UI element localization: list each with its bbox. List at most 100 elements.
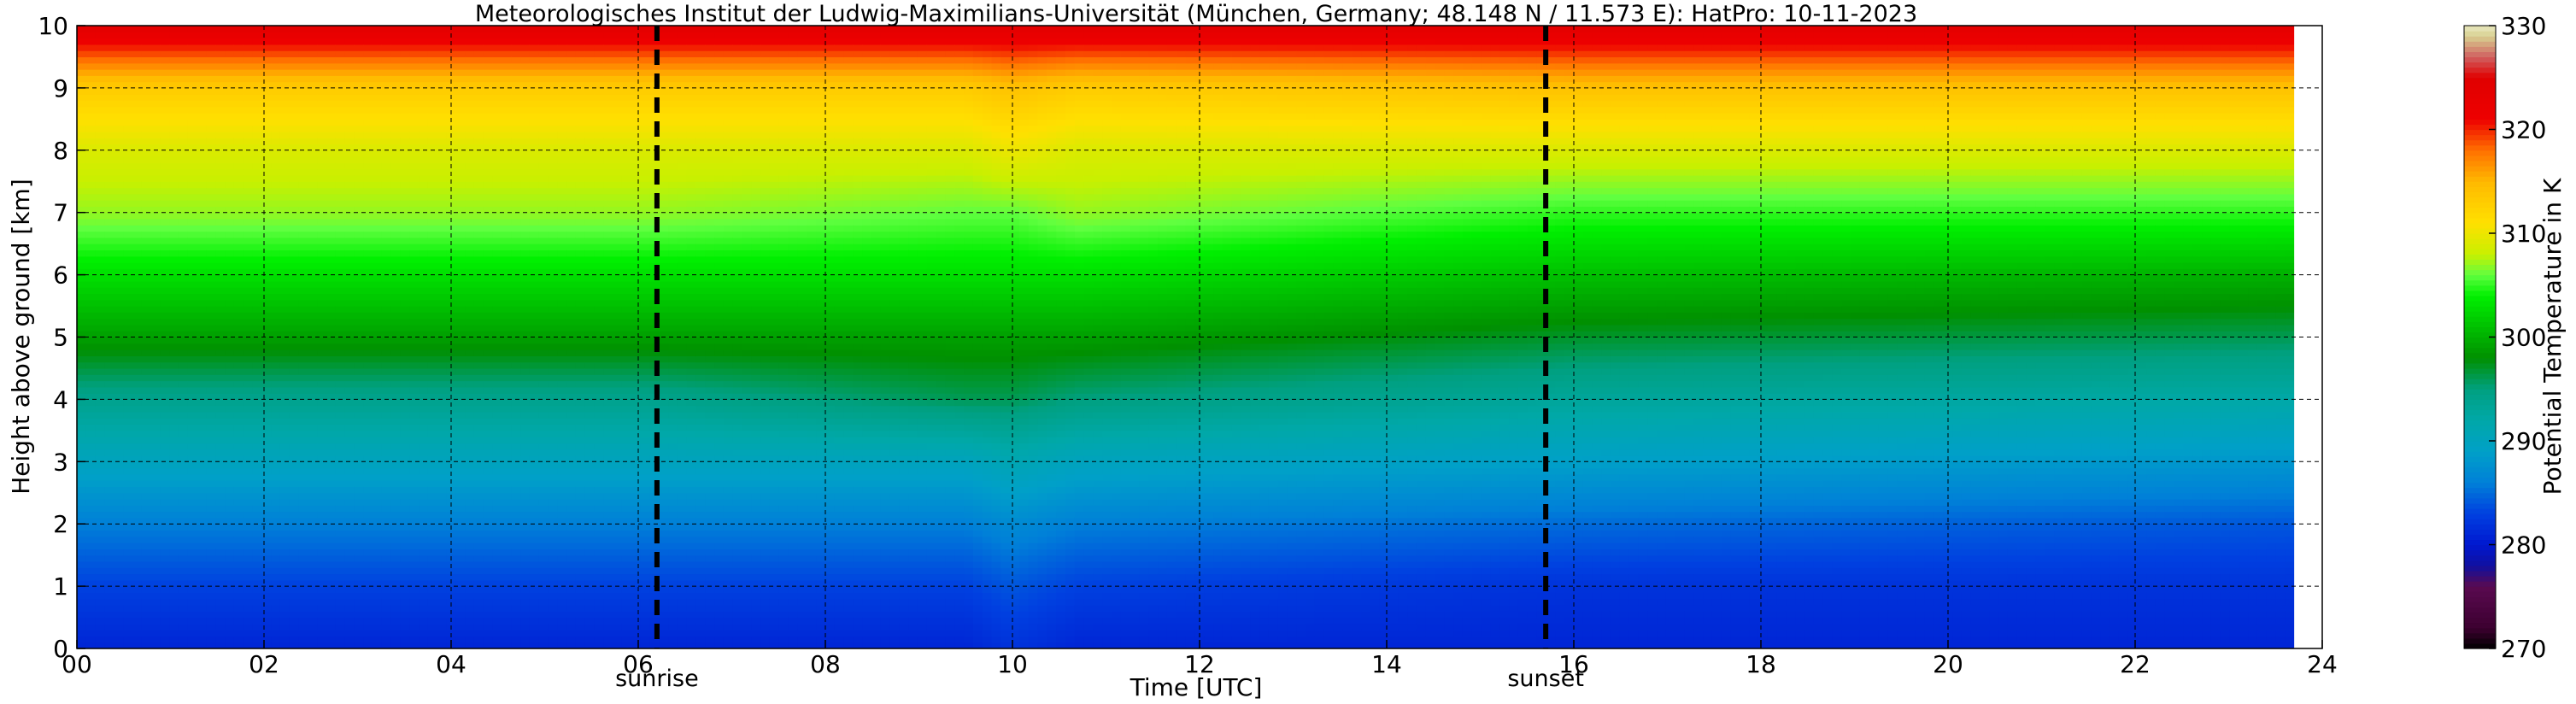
heatmap-cell <box>390 231 402 238</box>
heatmap-cell <box>363 349 373 356</box>
heatmap-cell <box>437 473 448 481</box>
heatmap-cell <box>160 455 170 462</box>
heatmap-cell <box>123 138 133 145</box>
heatmap-cell <box>289 168 300 176</box>
heatmap-cell <box>465 231 475 238</box>
heatmap-cell <box>104 380 114 388</box>
heatmap-cell <box>233 630 244 637</box>
heatmap-cell <box>354 255 364 263</box>
heatmap-cell <box>169 598 179 606</box>
heatmap-cell <box>77 399 87 407</box>
heatmap-cell <box>225 87 235 95</box>
heatmap-cell <box>529 630 540 637</box>
heatmap-cell <box>373 106 383 114</box>
heatmap-cell <box>520 293 531 301</box>
heatmap-cell <box>132 26 143 32</box>
heatmap-cell <box>308 337 318 344</box>
heatmap-cell <box>511 511 521 519</box>
heatmap-cell <box>446 249 456 257</box>
heatmap-cell <box>363 26 373 32</box>
heatmap-cell <box>520 374 531 382</box>
heatmap-cell <box>400 554 410 562</box>
heatmap-cell <box>363 567 373 575</box>
heatmap-cell <box>419 26 429 32</box>
heatmap-cell <box>85 293 97 301</box>
heatmap-cell <box>141 255 152 263</box>
heatmap-cell <box>252 119 262 126</box>
heatmap-cell <box>390 617 402 625</box>
heatmap-cell <box>160 598 170 606</box>
heatmap-cell <box>409 505 420 513</box>
heatmap-cell <box>529 611 540 619</box>
heatmap-cell <box>326 486 337 494</box>
heatmap-cell <box>123 87 133 95</box>
heatmap-cell <box>520 212 531 220</box>
heatmap-cell <box>178 411 189 419</box>
heatmap-cell <box>114 411 124 419</box>
heatmap-cell <box>95 218 106 226</box>
heatmap-cell <box>520 449 531 456</box>
heatmap-cell <box>354 181 364 189</box>
heatmap-cell <box>187 343 198 350</box>
heatmap-cell <box>335 443 346 450</box>
heatmap-cell <box>427 100 438 108</box>
heatmap-cell <box>308 50 318 58</box>
heatmap-cell <box>326 443 337 450</box>
heatmap-cell <box>95 168 106 176</box>
heatmap-cell <box>373 168 383 176</box>
heatmap-cell <box>85 274 97 282</box>
heatmap-cell <box>298 592 308 600</box>
heatmap-cell <box>400 549 410 556</box>
heatmap-cell <box>390 69 402 76</box>
heatmap-cell <box>123 424 133 431</box>
heatmap-cell <box>492 293 502 301</box>
heatmap-cell <box>160 75 170 83</box>
heatmap-cell <box>252 480 262 488</box>
heatmap-cell <box>123 430 133 437</box>
heatmap-cell <box>243 249 254 257</box>
heatmap-cell <box>169 505 179 513</box>
heatmap-cell <box>520 26 531 32</box>
heatmap-cell <box>150 623 161 631</box>
heatmap-cell <box>298 554 308 562</box>
heatmap-cell <box>289 630 300 637</box>
heatmap-cell <box>335 367 346 375</box>
heatmap-cell <box>427 87 438 95</box>
heatmap-cell <box>178 243 189 251</box>
heatmap-cell <box>427 262 438 269</box>
heatmap-cell <box>390 113 402 120</box>
heatmap-cell <box>279 32 290 39</box>
heatmap-cell <box>400 231 410 238</box>
heatmap-cell <box>473 405 484 413</box>
heatmap-cell <box>419 473 429 481</box>
heatmap-cell <box>252 511 262 519</box>
heatmap-cell <box>150 38 161 45</box>
heatmap-cell <box>233 430 244 437</box>
heatmap-cell <box>279 449 290 456</box>
heatmap-cell <box>261 225 272 232</box>
heatmap-cell <box>511 554 521 562</box>
heatmap-cell <box>390 94 402 102</box>
heatmap-cell <box>104 393 114 400</box>
heatmap-cell <box>335 418 346 425</box>
heatmap-cell <box>465 617 475 625</box>
heatmap-cell <box>455 505 466 513</box>
heatmap-cell <box>178 399 189 407</box>
heatmap-cell <box>308 44 318 51</box>
heatmap-cell <box>187 62 198 70</box>
heatmap-cell <box>279 405 290 413</box>
heatmap-cell <box>409 611 420 619</box>
heatmap-cell <box>492 106 502 114</box>
heatmap-cell <box>85 237 97 244</box>
heatmap-cell <box>298 499 308 506</box>
heatmap-cell <box>437 299 448 307</box>
heatmap-cell <box>373 642 383 648</box>
heatmap-cell <box>261 106 272 114</box>
heatmap-cell <box>123 467 133 475</box>
heatmap-cell <box>390 144 402 151</box>
heatmap-cell <box>298 355 308 363</box>
heatmap-cell <box>197 592 207 600</box>
heatmap-cell <box>114 449 124 456</box>
heatmap-cell <box>225 554 235 562</box>
heatmap-cell <box>95 225 106 232</box>
